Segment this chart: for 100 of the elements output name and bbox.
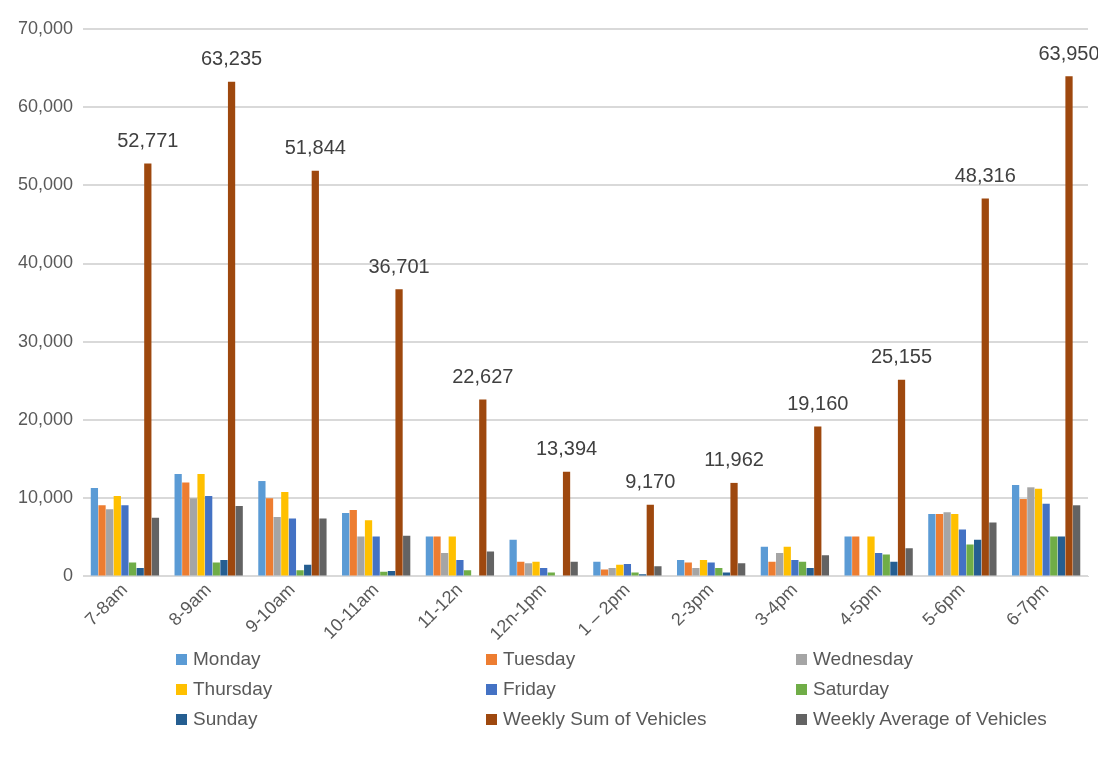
bar xyxy=(958,529,967,576)
y-tick-label: 70,000 xyxy=(17,17,74,38)
bar xyxy=(783,546,791,576)
bar xyxy=(600,569,609,576)
bar xyxy=(1027,487,1035,576)
bar xyxy=(182,482,190,576)
bar xyxy=(509,539,517,576)
bar xyxy=(395,289,403,576)
x-tick-label: 1 – 2pm xyxy=(573,579,634,640)
bar xyxy=(113,495,121,576)
bar xyxy=(981,198,989,576)
bar xyxy=(821,555,830,576)
data-label: 63,235 xyxy=(200,47,263,70)
bar xyxy=(1034,488,1043,576)
bar xyxy=(486,551,495,576)
bar xyxy=(372,536,380,576)
bar xyxy=(867,536,875,576)
bar xyxy=(1073,505,1081,576)
bar xyxy=(730,482,738,576)
bar xyxy=(738,563,746,576)
bar xyxy=(654,566,662,576)
bar xyxy=(205,495,213,576)
bar xyxy=(677,560,685,576)
bar xyxy=(974,539,982,576)
bar xyxy=(128,562,137,576)
bar xyxy=(364,520,373,576)
bar xyxy=(121,505,129,576)
bar xyxy=(288,518,297,576)
bar xyxy=(814,426,822,576)
bar xyxy=(1019,499,1027,576)
bar xyxy=(304,564,312,576)
bar xyxy=(425,536,434,576)
legend-label: Monday xyxy=(193,648,261,670)
data-label: 63,950 xyxy=(1038,41,1100,64)
bar xyxy=(707,562,715,576)
bar xyxy=(905,548,913,576)
bar xyxy=(433,536,441,576)
legend-label: Wednesday xyxy=(813,648,913,670)
bar xyxy=(966,544,974,576)
legend-label: Saturday xyxy=(813,678,890,700)
bar xyxy=(760,546,768,576)
bar xyxy=(776,553,784,576)
bar xyxy=(258,481,266,576)
bar xyxy=(403,535,411,576)
bar xyxy=(882,554,890,576)
data-label: 36,701 xyxy=(368,254,430,277)
bar xyxy=(212,562,220,576)
data-label: 22,627 xyxy=(452,364,514,387)
bar xyxy=(1057,536,1066,576)
bar xyxy=(593,561,601,576)
bar xyxy=(463,570,472,576)
bar xyxy=(798,561,807,576)
bar xyxy=(273,517,281,576)
bar xyxy=(448,536,456,576)
bar xyxy=(98,505,106,576)
bar xyxy=(349,509,357,576)
y-tick-label: 10,000 xyxy=(17,487,74,508)
bar xyxy=(342,513,350,576)
bar xyxy=(532,561,540,576)
bar xyxy=(951,513,959,576)
bar xyxy=(890,561,898,576)
bar xyxy=(1065,76,1073,576)
legend-label: Weekly Average of Vehicles xyxy=(813,708,1047,730)
data-label: 52,771 xyxy=(117,129,179,152)
bar xyxy=(791,560,799,576)
y-tick-label: 40,000 xyxy=(17,252,74,273)
bar xyxy=(768,561,776,576)
legend-label: Sunday xyxy=(193,708,258,730)
bar xyxy=(616,564,624,576)
bar xyxy=(1050,536,1058,576)
bar xyxy=(144,163,152,576)
y-tick-label: 60,000 xyxy=(17,96,74,117)
bar xyxy=(220,560,228,576)
bar xyxy=(296,570,304,576)
bar xyxy=(989,522,997,576)
bar xyxy=(875,553,883,576)
bar xyxy=(311,170,319,576)
data-label: 11,962 xyxy=(704,448,764,471)
bar xyxy=(928,513,936,576)
bar xyxy=(1011,484,1020,576)
legend-label: Thursday xyxy=(193,678,273,700)
data-label: 19,160 xyxy=(787,392,849,415)
bar xyxy=(844,536,852,576)
legend-label: Tuesday xyxy=(503,648,576,670)
bar xyxy=(265,498,274,576)
bar xyxy=(897,379,906,576)
bar xyxy=(699,560,708,576)
y-tick-label: 30,000 xyxy=(17,330,74,351)
bar xyxy=(456,560,464,576)
bar xyxy=(90,488,99,576)
bar xyxy=(281,491,289,576)
data-label: 51,844 xyxy=(284,136,346,159)
data-label: 9,170 xyxy=(625,470,676,493)
bar xyxy=(479,399,487,576)
legend-label: Weekly Sum of Vehicles xyxy=(503,708,707,730)
bar xyxy=(174,474,182,576)
y-tick-label: 20,000 xyxy=(17,408,74,429)
data-label: 25,155 xyxy=(870,345,933,368)
bar xyxy=(646,504,654,576)
bar xyxy=(943,512,951,576)
